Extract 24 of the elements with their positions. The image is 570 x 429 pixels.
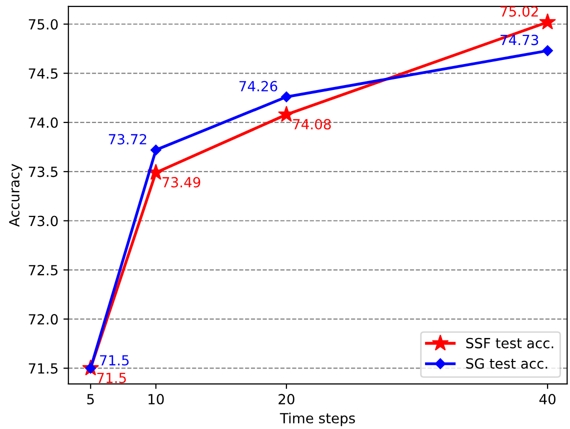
legend-label: SSF test acc. bbox=[466, 338, 554, 348]
y-tick-label: 72.0 bbox=[28, 314, 58, 325]
data-label: 74.26 bbox=[239, 80, 278, 92]
data-label: 75.02 bbox=[500, 6, 538, 17]
data-label: 71.5 bbox=[100, 355, 129, 366]
legend-label: SG test acc. bbox=[466, 358, 548, 369]
y-axis-title: Accuracy bbox=[9, 164, 22, 227]
y-tick-label: 74.5 bbox=[28, 68, 58, 79]
y-tick-label: 73.5 bbox=[28, 166, 58, 178]
data-label: 74.73 bbox=[500, 34, 538, 46]
x-tick-label: 40 bbox=[539, 394, 556, 404]
y-tick-label: 71.5 bbox=[28, 363, 58, 374]
y-tick-label: 74.0 bbox=[28, 117, 58, 128]
y-tick-label: 73.0 bbox=[28, 216, 58, 226]
y-tick-label: 72.5 bbox=[28, 264, 58, 276]
data-label: 73.49 bbox=[162, 176, 200, 188]
y-tick-label: 75.0 bbox=[28, 19, 58, 30]
data-label: 74.08 bbox=[293, 118, 331, 130]
x-tick-label: 5 bbox=[87, 394, 94, 404]
data-label: 73.72 bbox=[108, 134, 146, 145]
x-tick-label: 20 bbox=[278, 394, 294, 404]
x-axis-title: Time steps bbox=[280, 412, 355, 426]
x-tick-label: 10 bbox=[148, 394, 164, 404]
data-label: 71.5 bbox=[97, 372, 126, 384]
